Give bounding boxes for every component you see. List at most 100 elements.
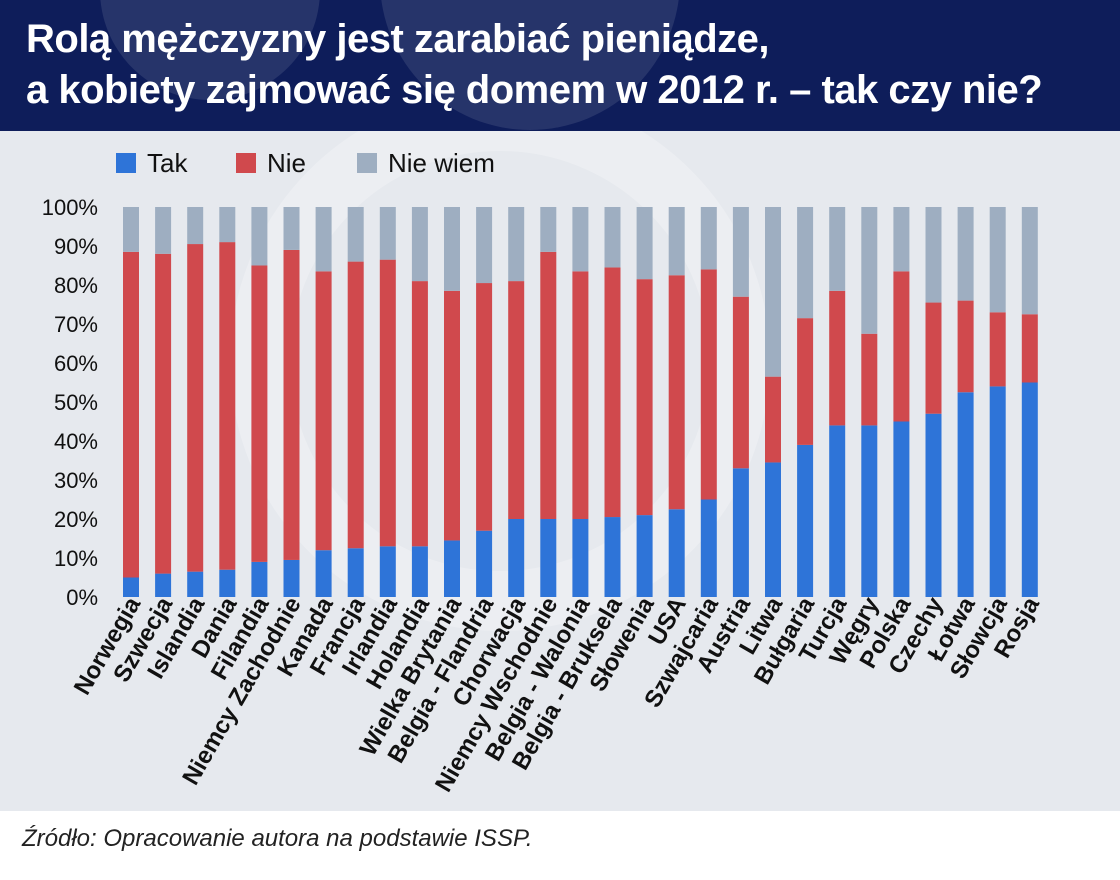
bar-segment <box>893 207 910 272</box>
bar-segment <box>604 517 621 597</box>
y-tick-label: 80% <box>54 273 98 298</box>
bar-segment <box>765 376 781 463</box>
y-tick-label: 60% <box>54 351 98 376</box>
bar-segment <box>1021 314 1038 383</box>
bar-segment <box>123 251 139 578</box>
legend-swatch-0 <box>116 153 136 173</box>
bar-segment <box>1021 382 1038 597</box>
bar-segment <box>155 253 172 574</box>
bar-segment <box>925 207 942 303</box>
bar-segment <box>251 561 268 597</box>
chart-area: Tak Nie Nie wiem 0% 10% 20% 30% 40% 50% 60% 70% 80%… <box>0 131 1120 811</box>
bar-segment <box>444 540 460 597</box>
bar-segment <box>508 207 525 282</box>
bar-segment <box>893 421 910 597</box>
bar-segment <box>957 300 974 393</box>
bar-segment <box>829 207 846 291</box>
bar-segment <box>315 550 332 597</box>
bar-segment <box>861 207 878 334</box>
bar-segment <box>572 519 589 597</box>
y-tick-label: 0% <box>66 585 98 610</box>
bar-segment <box>668 275 685 510</box>
bar-segment <box>540 251 557 519</box>
bar-segment <box>155 573 172 597</box>
bar-segment <box>989 312 1006 387</box>
bar-segment <box>155 207 172 254</box>
legend-label: Nie <box>267 148 306 178</box>
bar-segment <box>444 207 460 291</box>
bar-segment <box>379 546 396 597</box>
stacked-bar-chart: Tak Nie Nie wiem 0% 10% 20% 30% 40% 50% 60% 70% 80%… <box>42 148 1046 797</box>
y-tick-label: 30% <box>54 468 98 493</box>
y-tick-label: 90% <box>54 234 98 259</box>
header-banner: Rolą mężczyzny jest zarabiać pieniądze, … <box>0 0 1120 131</box>
bar-segment <box>700 207 717 270</box>
bar-segment <box>636 207 653 280</box>
bar-segment <box>251 265 268 562</box>
bar-segment <box>989 386 1006 597</box>
source-footer: Źródło: Opracowanie autora na podstawie … <box>0 811 1120 880</box>
bar-segment <box>1021 207 1038 315</box>
bar-segment <box>476 207 493 284</box>
y-tick-label: 50% <box>54 390 98 415</box>
title-line-2: a kobiety zajmować się domem w 2012 r. –… <box>26 68 1043 112</box>
bar-segment <box>283 207 300 250</box>
bar-segment <box>347 261 364 549</box>
bar-segment <box>187 244 204 572</box>
y-tick-label: 40% <box>54 429 98 454</box>
bar-segment <box>123 207 139 252</box>
bar-segment <box>508 519 525 597</box>
bar-segment <box>893 271 910 422</box>
bar-segment <box>187 207 204 245</box>
legend-swatch-2 <box>357 153 377 173</box>
bar-segment <box>732 296 749 469</box>
bar-segment <box>765 462 781 597</box>
bar-segment <box>765 207 781 377</box>
bar-segment <box>797 318 814 445</box>
bar-segment <box>989 207 1006 313</box>
bar-segment <box>315 207 332 272</box>
y-tick-label: 70% <box>54 312 98 337</box>
bar-segment <box>572 207 589 272</box>
bar-segment <box>700 269 717 500</box>
bar-segment <box>829 425 846 597</box>
bar-segment <box>604 267 621 518</box>
bar-segment <box>732 468 749 597</box>
bar-segment <box>957 392 974 597</box>
bar-segment <box>508 281 525 519</box>
bar-segment <box>861 425 878 597</box>
source-text: Źródło: Opracowanie autora na podstawie … <box>22 825 533 852</box>
title-line-1: Rolą mężczyzny jest zarabiać pieniądze, <box>26 17 770 61</box>
bar-segment <box>347 548 364 597</box>
bar-segment <box>411 546 428 597</box>
bar-segment <box>444 290 460 541</box>
bar-segment <box>379 207 396 260</box>
legend-swatch-1 <box>236 153 256 173</box>
bar-segment <box>700 499 717 597</box>
bar-segment <box>251 207 268 266</box>
bar-segment <box>123 577 139 597</box>
bar-segment <box>219 207 236 243</box>
bar-segment <box>219 569 236 597</box>
bar-segment <box>925 413 942 597</box>
bar-segment <box>411 281 428 547</box>
bar-segment <box>347 207 364 262</box>
bar-segment <box>636 515 653 597</box>
bar-segment <box>476 283 493 531</box>
bar-segment <box>668 509 685 597</box>
bar-segment <box>957 207 974 301</box>
chart-title: Rolą mężczyzny jest zarabiać pieniądze, … <box>26 14 1043 116</box>
bar-segment <box>572 271 589 519</box>
bar-segment <box>604 207 621 268</box>
bar-segment <box>283 249 300 560</box>
bar-segment <box>797 444 814 597</box>
bar-segment <box>861 333 878 426</box>
bar-segment <box>476 530 493 597</box>
bar-segment <box>411 207 428 282</box>
bar-segment <box>379 259 396 547</box>
bar-segment <box>283 559 300 597</box>
bar-segment <box>187 571 204 597</box>
y-tick-label: 20% <box>54 507 98 532</box>
bar-segment <box>668 207 685 276</box>
legend-label: Nie wiem <box>388 148 495 178</box>
